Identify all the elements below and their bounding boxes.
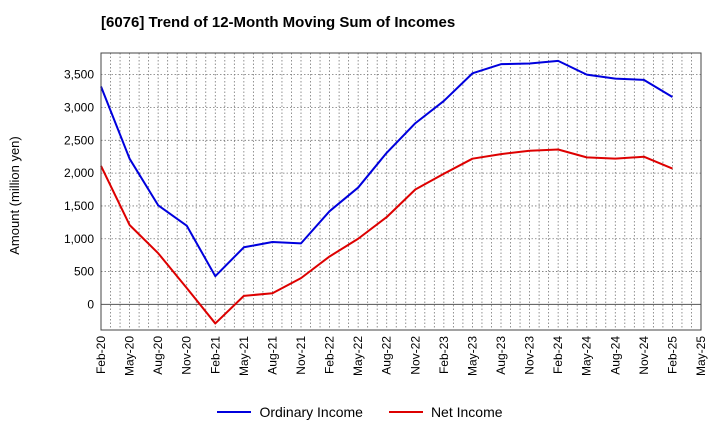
legend-item: Ordinary Income xyxy=(217,404,363,420)
x-tick-label: Nov-21 xyxy=(294,336,308,375)
x-tick-label: Aug-22 xyxy=(380,336,394,375)
legend: Ordinary Income Net Income xyxy=(0,404,720,420)
x-tick-label: May-23 xyxy=(465,336,479,376)
y-tick-label: 2,000 xyxy=(64,166,94,180)
x-tick-label: May-22 xyxy=(351,336,365,376)
x-tick-label: Feb-21 xyxy=(208,336,222,374)
x-tick-label: Aug-20 xyxy=(151,336,165,375)
tick-layer: 0 500 1,000 1,500 2,000 2,500 3,000 3,500 Feb-20… xyxy=(64,68,708,376)
x-tick-label: May-21 xyxy=(237,336,251,376)
x-tick-label: Nov-23 xyxy=(523,336,537,375)
x-tick-label: Nov-22 xyxy=(408,336,422,375)
x-tick-label: Feb-22 xyxy=(323,336,337,374)
x-tick-label: Feb-23 xyxy=(437,336,451,374)
y-tick-label: 3,000 xyxy=(64,100,94,114)
grid-layer xyxy=(101,53,701,330)
y-tick-label: 3,500 xyxy=(64,68,94,82)
legend-swatch xyxy=(388,411,423,413)
x-tick-label: Aug-21 xyxy=(265,336,279,375)
x-tick-label: Nov-24 xyxy=(637,336,651,375)
x-tick-label: Feb-25 xyxy=(665,336,679,374)
legend-label: Ordinary Income xyxy=(259,404,363,420)
legend-swatch xyxy=(217,411,252,413)
legend-item: Net Income xyxy=(388,404,503,420)
y-axis-title: Amount (million yen) xyxy=(7,136,22,255)
y-tick-label: 0 xyxy=(87,297,94,311)
x-tick-label: Aug-23 xyxy=(494,336,508,375)
y-tick-label: 1,000 xyxy=(64,232,94,246)
legend-label: Net Income xyxy=(430,404,503,420)
x-tick-label: Aug-24 xyxy=(608,336,622,375)
y-tick-label: 1,500 xyxy=(64,199,94,213)
plot-frame xyxy=(100,52,702,331)
x-tick-label: May-24 xyxy=(580,336,594,376)
chart-title: [6076] Trend of 12-Month Moving Sum of I… xyxy=(101,14,456,31)
x-tick-label: Feb-20 xyxy=(94,336,108,374)
x-tick-label: Nov-20 xyxy=(180,336,194,375)
y-tick-label: 2,500 xyxy=(64,133,94,147)
series-line-net-income xyxy=(100,148,673,325)
series-layer xyxy=(100,59,673,325)
x-tick-label: May-20 xyxy=(123,336,137,376)
series-line-ordinary-income xyxy=(100,59,673,278)
x-tick-label: Feb-24 xyxy=(551,336,565,374)
y-tick-label: 500 xyxy=(74,265,94,279)
x-tick-label: May-25 xyxy=(694,336,708,376)
